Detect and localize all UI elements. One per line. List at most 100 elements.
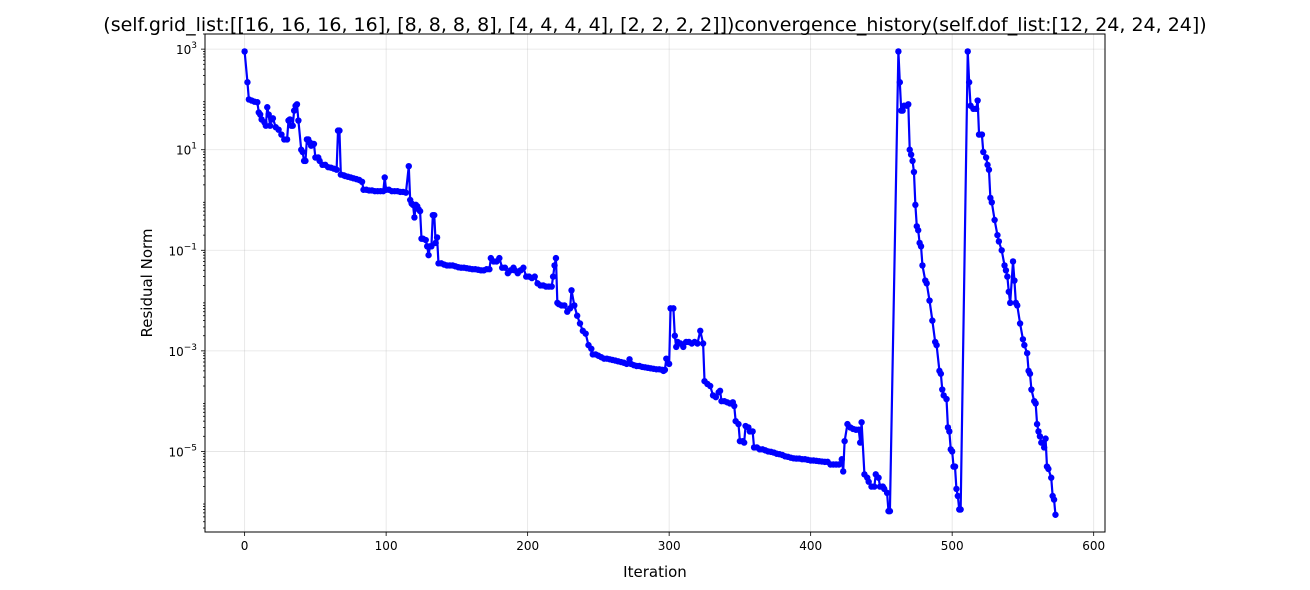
data-point [588, 345, 595, 352]
y-tick-label: 10−3 [168, 343, 197, 359]
data-point [871, 483, 878, 490]
data-point [573, 312, 581, 319]
data-point [974, 97, 981, 104]
data-point [402, 189, 410, 196]
data-point [571, 302, 578, 309]
data-point [965, 79, 973, 86]
data-point [895, 48, 902, 55]
data-point [910, 168, 918, 176]
data-point [283, 136, 291, 143]
data-point [943, 395, 950, 403]
data-point [995, 238, 1003, 245]
data-point [278, 131, 285, 138]
data-point [912, 201, 919, 209]
data-point [670, 305, 677, 312]
data-point [740, 439, 748, 446]
data-point [1002, 267, 1010, 274]
data-point [1036, 433, 1044, 440]
x-tick-label: 500 [941, 539, 964, 553]
data-point [1009, 258, 1017, 265]
data-point [433, 234, 441, 241]
data-point [661, 366, 669, 374]
data-point [919, 262, 926, 269]
data-point [991, 216, 998, 224]
data-point [1042, 435, 1049, 442]
data-point [299, 148, 306, 156]
data-point [1005, 288, 1012, 295]
data-point [1006, 299, 1014, 307]
y-tick-exponent: −5 [184, 443, 197, 453]
data-point [1050, 496, 1058, 503]
data-point [929, 317, 936, 324]
data-point [905, 101, 912, 108]
data-point [552, 254, 560, 262]
x-tick-label: 100 [375, 539, 398, 553]
data-point [926, 297, 933, 304]
x-tick-label: 0 [241, 539, 249, 553]
data-point [551, 262, 558, 269]
x-axis-label: Iteration [623, 563, 687, 581]
y-tick-label: 10−5 [168, 443, 197, 459]
data-point [1045, 465, 1052, 473]
data-point [946, 428, 953, 435]
data-point [907, 151, 915, 158]
data-point [422, 236, 429, 244]
data-point [933, 341, 940, 349]
data-point [988, 199, 995, 206]
data-point [953, 485, 960, 493]
data-point [840, 468, 847, 475]
data-point [939, 386, 946, 393]
data-point [405, 163, 412, 170]
data-point [875, 474, 882, 481]
data-point [1026, 370, 1034, 377]
data-point [1014, 302, 1021, 309]
data-point [1011, 277, 1018, 284]
data-point [293, 101, 301, 108]
data-point [266, 122, 274, 129]
data-point [973, 105, 980, 113]
y-tick-base: 10 [168, 244, 183, 258]
data-point [1004, 273, 1011, 280]
data-point [906, 146, 913, 153]
data-point [954, 492, 962, 500]
data-point [838, 456, 845, 463]
data-point [915, 227, 922, 234]
data-point [1001, 262, 1008, 269]
data-point [358, 178, 366, 186]
series-residual [241, 48, 1059, 518]
data-point [712, 393, 720, 401]
data-point [289, 122, 296, 129]
data-point [856, 439, 864, 446]
data-point [496, 254, 503, 262]
data-point [501, 264, 509, 271]
data-point [998, 247, 1005, 254]
x-tick-label: 300 [658, 539, 681, 553]
data-point [883, 489, 891, 497]
data-point [731, 402, 738, 410]
data-point [1033, 420, 1041, 428]
data-point [665, 360, 673, 368]
data-point [985, 166, 993, 173]
data-point [1038, 439, 1045, 446]
data-point [561, 302, 568, 309]
y-tick-base: 10 [168, 445, 183, 459]
data-point [984, 161, 991, 169]
x-tick-label: 600 [1082, 539, 1105, 553]
data-point [865, 478, 872, 485]
data-point [333, 166, 340, 173]
y-tick-exponent: 1 [191, 142, 197, 152]
data-point [244, 79, 251, 86]
data-point [264, 104, 271, 111]
data-point [948, 448, 956, 455]
data-point [486, 266, 493, 273]
data-point [923, 280, 930, 287]
data-point [937, 370, 945, 377]
data-point [1019, 336, 1027, 343]
data-point [254, 99, 261, 106]
data-point [265, 111, 272, 118]
plot-frame [204, 33, 1106, 533]
data-point [568, 287, 575, 294]
data-point [520, 264, 527, 271]
